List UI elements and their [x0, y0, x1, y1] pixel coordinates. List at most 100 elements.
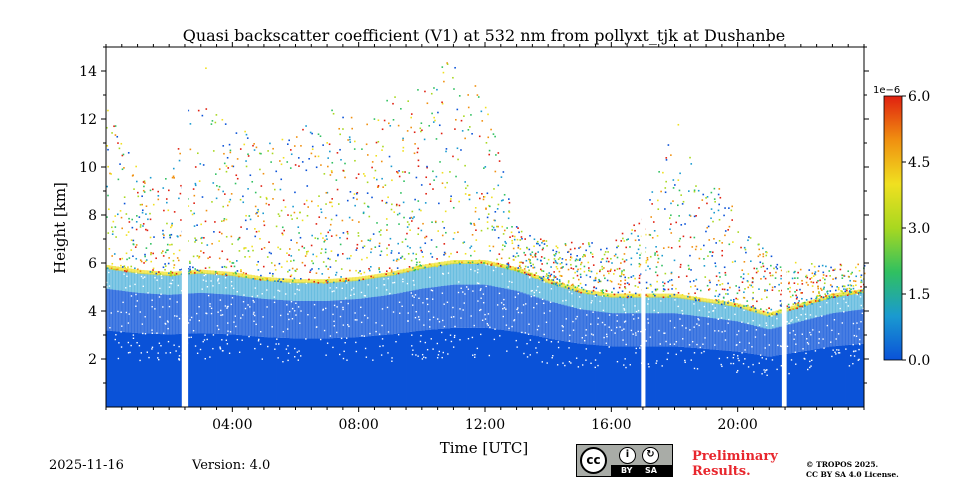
heatmap-column-mid [838, 312, 843, 346]
plume-point [382, 145, 384, 148]
plume-point [768, 315, 770, 317]
speckle-gap [802, 308, 804, 310]
plume-point [169, 272, 172, 275]
plume-point [560, 261, 563, 264]
heatmap-layer-edge [699, 297, 704, 302]
plume-point [600, 258, 603, 261]
plume-point [225, 235, 228, 238]
speckle-gap [614, 332, 616, 334]
speckle-gap [413, 296, 415, 298]
speckle-gap [187, 322, 190, 324]
speckle-gap [572, 329, 575, 331]
plume-point [831, 285, 833, 288]
plume-point [329, 150, 331, 153]
plume-point [723, 288, 726, 291]
heatmap-column-mid [216, 293, 221, 334]
speckle-gap [565, 318, 567, 320]
plume-point [343, 280, 345, 282]
plume-point [560, 275, 563, 277]
heatmap-column-top [665, 296, 669, 314]
speckle-gap [340, 301, 342, 303]
plume-point [174, 274, 176, 277]
speckle-gap [206, 286, 209, 288]
heatmap-column-mid [308, 300, 312, 339]
plume-point [173, 273, 176, 276]
plume-point [552, 282, 555, 285]
plume-point [743, 297, 746, 299]
plume-point [553, 258, 556, 260]
heatmap-column-low [586, 344, 590, 407]
speckle-gap [383, 284, 385, 286]
plume-point [755, 267, 758, 270]
plume-point [231, 262, 234, 264]
plume-point [422, 222, 424, 225]
speckle-gap [275, 343, 277, 345]
plume-point [230, 235, 233, 238]
plume-point [166, 243, 169, 246]
heatmap-column-mid [292, 300, 296, 339]
heatmap-column-low [235, 334, 240, 407]
heatmap-column-mid [778, 326, 783, 355]
heatmap-column-low [721, 350, 726, 407]
heatmap-column-low [409, 331, 413, 407]
plume-point [849, 284, 852, 286]
plume-point [325, 235, 328, 237]
heatmap-layer-edge [428, 263, 432, 268]
speckle-gap [342, 306, 344, 309]
heatmap-column-low [276, 337, 281, 407]
speckle-gap [162, 306, 164, 308]
heatmap-layer-edge [443, 261, 448, 266]
heatmap-column-low [317, 338, 322, 407]
plume-point [567, 251, 569, 253]
plume-point [270, 161, 272, 163]
plume-point [520, 230, 523, 233]
plume-point [846, 287, 849, 290]
plume-point [518, 270, 521, 272]
heatmap-column-top [172, 274, 176, 295]
heatmap-column-mid [563, 305, 568, 342]
speckle-gap [164, 322, 166, 325]
heatmap-column-top [529, 275, 533, 296]
plume-point [530, 254, 532, 257]
plume-point [664, 191, 667, 194]
plume-point [812, 281, 815, 284]
speckle-gap [412, 304, 414, 306]
cc-license-badge[interactable]: cc i ↻ BY SA [576, 444, 673, 477]
speckle-gap [151, 332, 154, 334]
plume-point [282, 233, 284, 236]
speckle-gap [848, 365, 851, 367]
plume-point [463, 241, 466, 243]
plume-point [664, 208, 666, 210]
plume-point [478, 135, 481, 138]
plume-point [546, 245, 548, 247]
plume-point [417, 159, 420, 162]
heatmap-column-top [557, 285, 562, 304]
plume-point [117, 142, 119, 144]
speckle-gap [843, 311, 845, 313]
plume-point [711, 255, 714, 257]
speckle-gap [590, 323, 592, 325]
plume-point [338, 127, 340, 130]
speckle-gap [564, 364, 566, 367]
plume-point [523, 271, 526, 274]
plume-point [630, 296, 633, 298]
plume-point [180, 219, 182, 221]
plume-point [201, 114, 204, 117]
plume-point [590, 251, 592, 254]
heatmap-column-mid [582, 309, 587, 345]
heatmap-column-top [301, 282, 306, 301]
plume-point [670, 279, 673, 281]
speckle-gap [529, 339, 532, 341]
heatmap-column-low [352, 337, 356, 407]
speckle-gap [231, 297, 234, 299]
plume-point [855, 291, 857, 294]
plume-point [378, 271, 381, 273]
heatmap-column-low [860, 343, 865, 407]
plume-point [741, 269, 744, 272]
plume-point [179, 268, 181, 271]
plume-point [688, 268, 690, 271]
plume-point [288, 254, 290, 256]
plume-point [441, 234, 444, 237]
plume-point [852, 285, 855, 287]
plume-point [780, 269, 783, 272]
